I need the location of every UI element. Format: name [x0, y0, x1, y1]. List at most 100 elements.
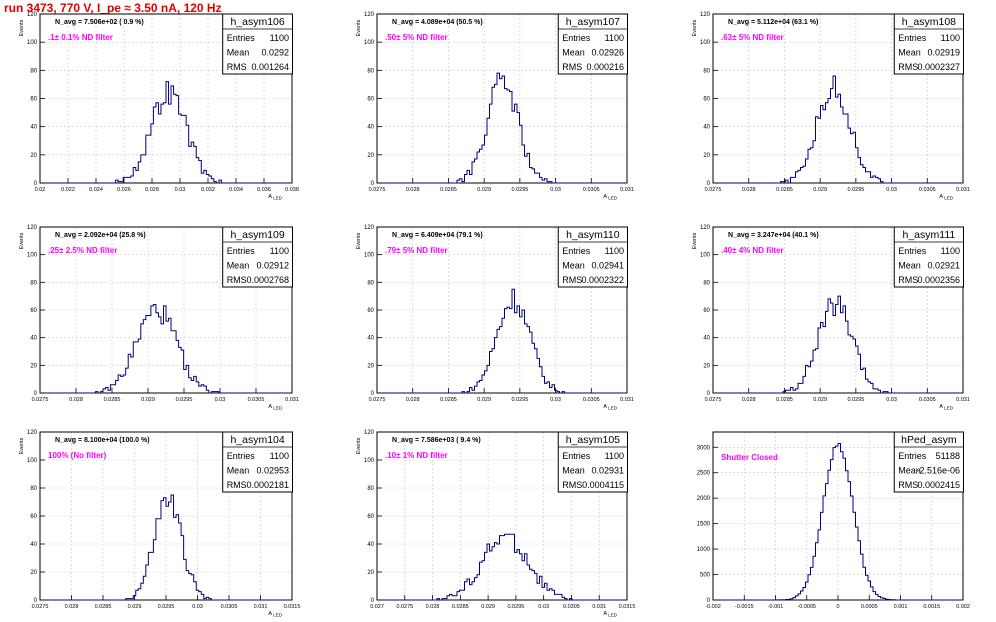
x-tick-label: 0.03: [192, 604, 203, 610]
stats-label-rms: RMS: [227, 480, 247, 490]
y-tick-label: 0: [707, 181, 711, 187]
y-tick-label: 120: [27, 12, 38, 18]
x-tick-label: 0.0285: [452, 604, 469, 610]
y-tick-label: 20: [367, 363, 374, 369]
y-tick-label: 20: [367, 570, 374, 576]
x-tick-label: -0.002: [705, 604, 721, 610]
x-tick-label: 0.0305: [919, 397, 936, 403]
x-axis-title: A LED: [939, 404, 953, 411]
stats-value-mean: 0.02921: [927, 261, 960, 271]
x-axis-title: A LED: [268, 611, 282, 618]
y-tick-label: 100: [364, 253, 375, 259]
stats-label-rms: RMS: [898, 275, 918, 285]
stats-label-rms: RMS: [898, 480, 918, 490]
stats-label-entries: Entries: [562, 451, 591, 461]
stats-label-rms: RMS: [227, 62, 247, 72]
histogram-panel-h_asym107: 0 20 40 60 80 100 120 0.0275 0.028 0.0285 0.029 0.0…: [356, 12, 634, 201]
x-tick-label: 0.03: [538, 604, 549, 610]
x-tick-label: 0.0295: [511, 397, 528, 403]
navg-label: N_avg = 8.100e+04 (100.0 %): [55, 437, 150, 444]
filter-label: 100% (No filter): [48, 451, 107, 460]
x-tick-label: 0.029: [477, 397, 491, 403]
navg-label: N_avg = 5.112e+04 (63.1 %): [728, 19, 818, 26]
x-axis-title: A LED: [268, 194, 282, 201]
y-tick-label: 40: [367, 336, 374, 342]
histogram-line-h_asym107: [377, 72, 627, 184]
x-tick-label: 0.031: [254, 604, 268, 610]
x-axis-title-sub: LED: [608, 196, 618, 201]
stats-label-mean: Mean: [562, 48, 585, 58]
y-axis-title: Events: [19, 19, 25, 36]
y-tick-label: 20: [703, 363, 710, 369]
stats-label-entries: Entries: [227, 451, 256, 461]
stats-label-entries: Entries: [898, 246, 927, 256]
stats-box-title: h_asym109: [230, 229, 284, 241]
x-axis-title: A LED: [603, 404, 617, 411]
navg-label: N_avg = 4.089e+04 (50.5 %): [392, 19, 483, 26]
stats-value-rms: 0.0002181: [246, 480, 289, 490]
y-axis-title: Events: [692, 19, 698, 36]
x-tick-label: 0.027: [370, 604, 384, 610]
x-tick-label: 0.0295: [158, 604, 175, 610]
stats-value-rms: 0.0002327: [917, 62, 960, 72]
stats-box: [893, 431, 964, 493]
y-tick-label: 80: [367, 68, 374, 74]
x-tick-label: 0.0295: [847, 187, 864, 193]
x-tick-label: 0.0315: [619, 604, 636, 610]
navg-label: N_avg = 6.409e+04 (79.1 %): [392, 232, 483, 239]
x-axis-title-sub: LED: [273, 613, 283, 618]
x-tick-label: 0.0295: [176, 397, 193, 403]
stats-value-entries: 1100: [941, 246, 960, 256]
x-tick-label: 0.031: [592, 604, 606, 610]
x-tick-label: 0.0275: [32, 397, 49, 403]
histogram-line-h_asym104: [40, 494, 292, 601]
stats-label-entries: Entries: [562, 246, 591, 256]
x-tick-label: 0.028: [426, 604, 440, 610]
stats-label-rms: RMS: [898, 62, 918, 72]
stats-value-mean: 0.02919: [927, 48, 960, 58]
x-tick-label: 0.0275: [705, 397, 722, 403]
x-tick-label: 0.028: [406, 397, 420, 403]
x-tick-label: 0.03: [550, 187, 561, 193]
y-axis-title: Events: [692, 232, 698, 249]
stats-value-rms: 0.0002322: [581, 275, 624, 285]
y-tick-label: 120: [27, 430, 38, 436]
stats-label-rms: RMS: [562, 275, 582, 285]
x-tick-label: 0.0305: [221, 604, 238, 610]
stats-label-entries: Entries: [227, 246, 256, 256]
stats-box-title: h_asym111: [903, 229, 956, 241]
y-tick-label: 100: [700, 253, 711, 259]
x-tick-label: 0.03: [550, 397, 561, 403]
x-axis-title-sub: LED: [273, 406, 283, 411]
histogram-line-h_asym110: [377, 288, 627, 394]
x-tick-label: 0.022: [61, 187, 75, 193]
y-tick-label: 120: [27, 225, 38, 231]
x-tick-label: 0.0275: [396, 604, 413, 610]
navg-label: N_avg = 3.247e+04 (40.1 %): [728, 232, 819, 239]
y-tick-label: 120: [364, 430, 375, 436]
stats-label-rms: RMS: [227, 275, 247, 285]
y-tick-label: 60: [367, 97, 374, 103]
x-axis-title: A LED: [268, 404, 282, 411]
y-tick-label: 60: [30, 97, 37, 103]
stats-value-mean: 0.02953: [256, 466, 289, 476]
x-tick-label: 0.024: [89, 187, 103, 193]
x-axis-title: A LED: [603, 194, 617, 201]
x-tick-label: 0.026: [117, 187, 131, 193]
stats-value-entries: 1100: [605, 33, 624, 43]
x-tick-label: 0.0005: [861, 604, 878, 610]
y-tick-label: 100: [364, 40, 375, 46]
x-axis-title-sub: LED: [608, 406, 618, 411]
y-tick-label: 100: [700, 40, 711, 46]
y-tick-label: 120: [364, 225, 375, 231]
stats-value-entries: 1100: [605, 246, 624, 256]
y-tick-label: 120: [364, 12, 375, 18]
stats-label-entries: Entries: [898, 451, 927, 461]
stats-box-title: hPed_asym: [901, 434, 957, 446]
histogram-panel-h_asym110: 0 20 40 60 80 100 120 0.0275 0.028 0.0285 0.029 0.0…: [356, 225, 634, 411]
filter-label: .1± 0.1% ND filter: [48, 33, 113, 42]
x-tick-label: 0.0275: [369, 187, 386, 193]
x-tick-label: 0.03: [886, 397, 897, 403]
stats-label-entries: Entries: [562, 33, 591, 43]
